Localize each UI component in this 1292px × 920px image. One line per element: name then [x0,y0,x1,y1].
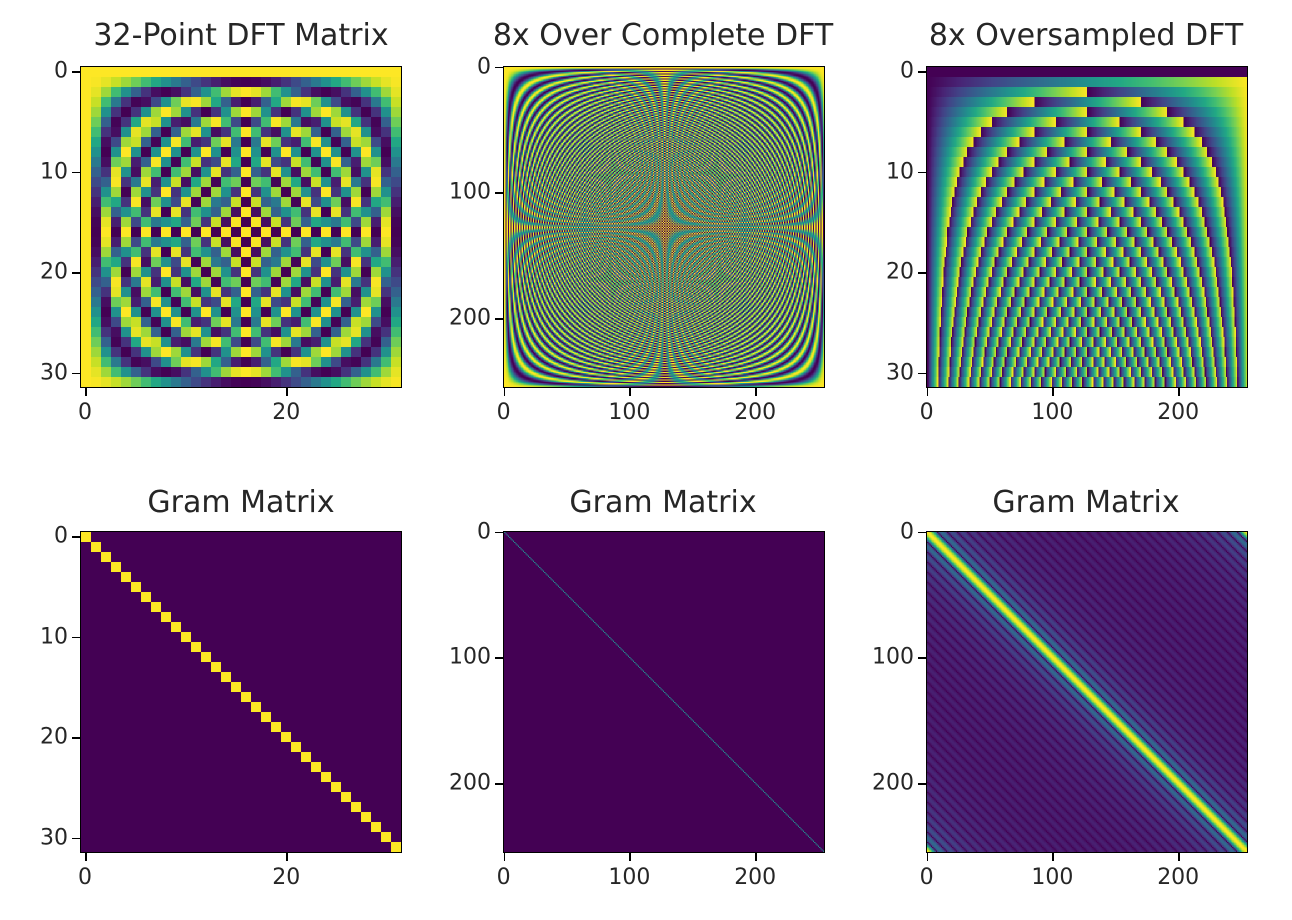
chart-title: Gram Matrix [147,485,335,520]
heatmap-canvas [504,67,824,387]
x-tick-label: 200 [734,865,777,890]
y-tick-mark [918,531,926,534]
x-tick-label: 20 [272,865,301,890]
chart-title: Gram Matrix [569,485,757,520]
heatmap-canvas [927,532,1247,852]
y-tick-label: 200 [449,770,491,796]
x-tick-label: 100 [1031,865,1074,890]
x-tick-mark [755,388,757,396]
chart-title: 32-Point DFT Matrix [93,18,389,53]
x-tick-label: 200 [734,400,777,425]
y-tick-label: 10 [40,159,68,185]
chart-title: 8x Oversampled DFT [928,18,1244,53]
y-tick-mark [72,837,80,840]
y-tick-mark [495,192,503,194]
x-tick-label: 0 [78,865,93,890]
y-tick-label: 100 [872,644,914,670]
x-tick-mark [926,853,929,861]
x-tick-mark [503,388,506,396]
y-tick-label: 20 [40,724,68,750]
y-tick-mark [495,657,503,659]
x-tick-mark [503,853,506,861]
x-tick-mark [1052,853,1054,861]
y-tick-mark [72,71,80,73]
y-tick-mark [72,171,80,174]
heatmap-canvas [927,67,1247,387]
y-tick-label: 10 [40,624,68,650]
y-tick-label: 0 [54,58,68,84]
y-tick-mark [918,171,926,174]
x-tick-mark [85,853,87,861]
heatmap-gram-overcomplete [503,531,825,853]
y-tick-label: 200 [449,305,491,331]
y-tick-label: 100 [449,644,491,670]
y-tick-label: 30 [40,360,68,386]
heatmap-gram-32 [80,531,402,853]
x-tick-mark [755,853,757,861]
y-tick-label: 0 [54,523,68,549]
heatmap-dft-32 [80,66,402,388]
y-tick-mark [495,66,503,69]
chart-title: Gram Matrix [992,485,1180,520]
chart-title: 8x Over Complete DFT [492,18,834,53]
y-tick-label: 0 [477,519,491,545]
y-tick-mark [918,71,926,73]
y-tick-label: 20 [40,259,68,285]
heatmap-canvas [81,67,401,387]
y-tick-label: 20 [886,259,914,285]
y-tick-mark [72,737,80,739]
y-tick-mark [495,783,503,785]
x-tick-mark [1178,388,1180,396]
y-tick-mark [918,372,926,375]
x-tick-label: 0 [919,400,934,425]
x-tick-mark [629,853,631,861]
x-tick-label: 0 [496,400,511,425]
x-tick-label: 20 [272,400,301,425]
y-tick-label: 0 [900,519,914,545]
y-tick-mark [72,636,80,639]
y-tick-mark [495,531,503,534]
y-tick-mark [72,272,80,274]
x-tick-mark [1178,853,1180,861]
y-tick-label: 30 [40,825,68,851]
x-tick-label: 200 [1157,400,1200,425]
x-tick-label: 200 [1157,865,1200,890]
y-tick-mark [918,272,926,274]
x-tick-label: 100 [608,865,651,890]
x-tick-label: 0 [496,865,511,890]
y-tick-mark [72,372,80,375]
y-tick-mark [918,783,926,785]
x-tick-mark [85,388,87,396]
heatmap-canvas [504,532,824,852]
heatmap-gram-oversampled [926,531,1248,853]
y-tick-label: 10 [886,159,914,185]
y-tick-label: 0 [477,54,491,80]
y-tick-label: 30 [886,360,914,386]
y-tick-mark [72,536,80,538]
y-tick-label: 200 [872,770,914,796]
y-tick-mark [495,318,503,320]
y-tick-mark [918,657,926,659]
heatmap-canvas [81,532,401,852]
x-tick-mark [286,388,288,396]
x-tick-mark [629,388,631,396]
y-tick-label: 100 [449,179,491,205]
y-tick-label: 0 [900,58,914,84]
x-tick-mark [926,388,929,396]
x-tick-label: 0 [919,865,934,890]
x-tick-label: 100 [1031,400,1074,425]
x-tick-label: 100 [608,400,651,425]
x-tick-label: 0 [78,400,93,425]
heatmap-dft-oversampled [926,66,1248,388]
x-tick-mark [1052,388,1054,396]
heatmap-dft-overcomplete [503,66,825,388]
x-tick-mark [286,853,288,861]
